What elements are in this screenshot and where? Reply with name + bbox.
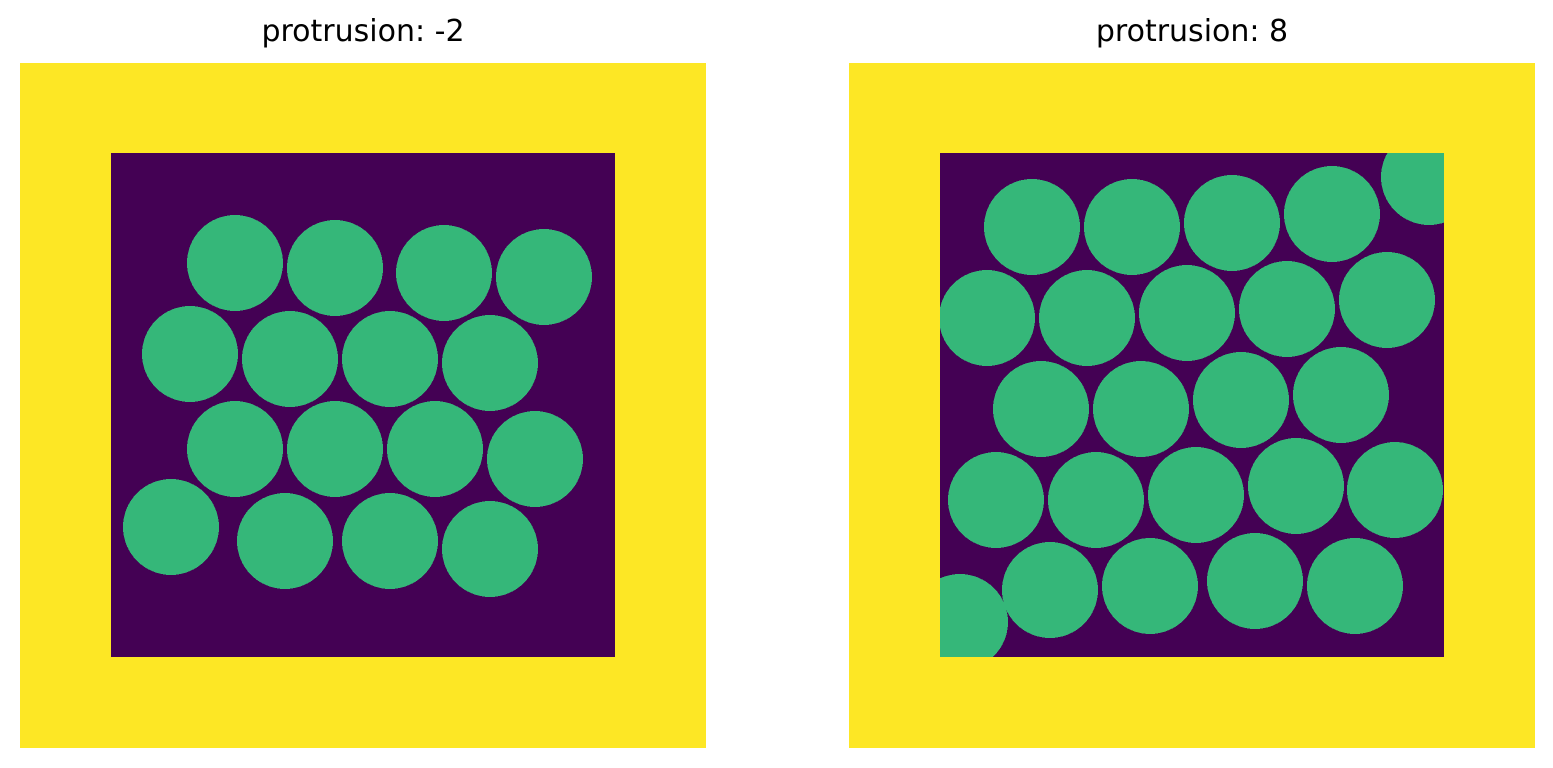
particle-disc (1093, 361, 1189, 457)
particle-disc (237, 493, 333, 589)
particle-disc (1039, 270, 1135, 366)
particle-disc (287, 401, 383, 497)
particle-disc (187, 401, 283, 497)
particle-disc (1339, 252, 1435, 348)
particle-disc (940, 574, 1008, 657)
particle-disc (442, 315, 538, 411)
particle-disc (1293, 347, 1389, 443)
particle-disc (396, 225, 492, 321)
particle-disc (1207, 533, 1303, 629)
particle-disc (487, 411, 583, 507)
particle-disc (187, 215, 283, 311)
particle-disc (442, 501, 538, 597)
particle-disc (342, 311, 438, 407)
particle-disc (1193, 352, 1289, 448)
particle-disc (387, 401, 483, 497)
panel-title-left: protrusion: -2 (261, 14, 465, 49)
mask-image-left (20, 63, 706, 748)
particle-disc (242, 311, 338, 407)
particle-disc (1002, 542, 1098, 638)
particle-disc (1248, 438, 1344, 534)
particle-disc (993, 361, 1089, 457)
particle-disc (1148, 447, 1244, 543)
mask-image-right (849, 63, 1535, 748)
particle-disc (940, 270, 1035, 366)
sample-region (111, 153, 615, 657)
particle-disc (948, 452, 1044, 548)
particle-disc (1084, 179, 1180, 275)
particle-disc (1307, 538, 1403, 634)
particle-disc (1102, 538, 1198, 634)
particle-disc (1347, 442, 1443, 538)
particle-disc (496, 229, 592, 325)
particle-disc (123, 479, 219, 575)
particle-disc (1239, 261, 1335, 357)
particle-disc (1139, 265, 1235, 361)
particle-disc (984, 179, 1080, 275)
particle-disc (287, 220, 383, 316)
particle-disc (342, 493, 438, 589)
panel-title-right: protrusion: 8 (1095, 14, 1289, 49)
particle-disc (1381, 153, 1444, 225)
particle-disc (1184, 175, 1280, 271)
particle-disc (1048, 452, 1144, 548)
particle-disc (1284, 166, 1380, 262)
particle-disc (142, 306, 238, 402)
